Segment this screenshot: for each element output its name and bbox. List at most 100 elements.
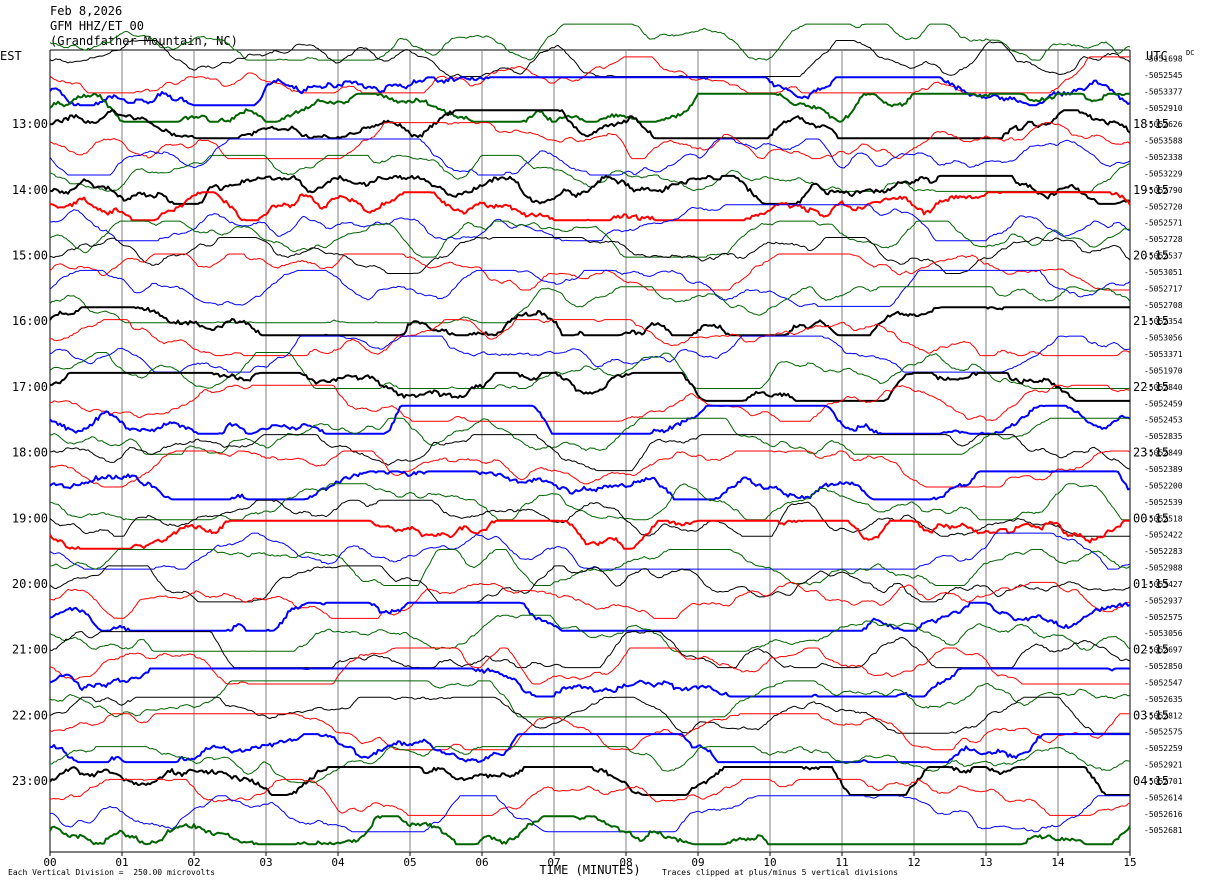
left-hour-label: 23:00 — [12, 774, 48, 788]
dc-offset-label: -5053056 — [1144, 629, 1183, 638]
dc-offset-label: -5052835 — [1144, 432, 1183, 441]
clip-note: Traces clipped at plus/minus 5 vertical … — [662, 868, 899, 877]
right-hour-label: 01:15 — [1133, 577, 1169, 591]
seismic-trace — [49, 306, 1130, 337]
left-hour-label: 21:00 — [12, 643, 48, 657]
seismic-trace — [49, 384, 1131, 422]
right-hour-label: 21:15 — [1133, 314, 1169, 328]
dc-offset-label: -5052518 — [1144, 514, 1183, 523]
left-hour-label: 18:00 — [12, 446, 48, 460]
dc-offset-label: -5052937 — [1144, 596, 1183, 605]
seismic-trace — [49, 191, 1131, 222]
seismic-trace — [49, 220, 1131, 258]
x-tick-label: 02 — [187, 856, 200, 869]
dc-offset-label: -5052708 — [1144, 301, 1183, 310]
right-hour-label: 23:15 — [1133, 446, 1169, 460]
seismic-trace — [49, 352, 1130, 389]
seismic-trace — [49, 713, 1130, 751]
seismic-trace — [49, 647, 1130, 685]
header-station: GFM HHZ/ET 00 — [50, 19, 144, 33]
dc-offset-label: -5052453 — [1144, 416, 1183, 425]
dc-offset-label: -5052545 — [1144, 71, 1183, 80]
right-hour-label: 03:15 — [1133, 708, 1169, 722]
x-tick-label: 11 — [835, 856, 848, 869]
right-hour-label: 02:15 — [1133, 643, 1169, 657]
dc-offset-label: -5052200 — [1144, 481, 1183, 490]
seismic-trace — [49, 499, 1130, 537]
dc-offset-label: -5053051 — [1144, 268, 1183, 277]
dc-offset-label: -5052422 — [1144, 531, 1183, 540]
seismic-trace — [49, 795, 1130, 833]
seismic-trace — [49, 434, 1131, 472]
seismic-trace — [49, 631, 1131, 669]
dc-offset-label: -5052537 — [1144, 252, 1183, 261]
dc-offset-label: -5052616 — [1144, 810, 1183, 819]
seismic-trace — [49, 335, 1131, 373]
dc-offset-label: -5053588 — [1144, 137, 1183, 146]
left-hour-label: 22:00 — [12, 708, 48, 722]
right-hour-label: 20:15 — [1133, 249, 1169, 263]
left-hour-label: 13:00 — [12, 117, 48, 131]
x-tick-label: 09 — [691, 856, 704, 869]
dc-offset-label: -5053056 — [1144, 334, 1183, 343]
right-axis-label: UTC — [1146, 49, 1168, 63]
dc-offset-label: -5053427 — [1144, 580, 1183, 589]
seismic-trace — [50, 204, 1131, 242]
seismic-trace — [49, 470, 1131, 501]
seismic-trace — [49, 56, 1130, 94]
left-hour-label: 19:00 — [12, 511, 48, 525]
seismic-trace — [49, 565, 1131, 603]
dc-offset-label: -5052681 — [1144, 826, 1183, 835]
left-hour-label: 15:00 — [12, 249, 48, 263]
dc-offset-label: -5052910 — [1144, 104, 1183, 113]
dc-offset-label: -5052728 — [1144, 235, 1183, 244]
dc-offset-label: -5052635 — [1144, 695, 1183, 704]
right-hour-label: 18:15 — [1133, 117, 1169, 131]
seismic-trace — [49, 23, 1131, 61]
seismic-trace — [49, 519, 1130, 550]
dc-offset-label: -5052988 — [1144, 564, 1183, 573]
right-hour-label: 00:15 — [1133, 511, 1169, 525]
seismic-trace — [49, 40, 1131, 77]
seismic-trace — [49, 778, 1131, 816]
seismic-trace — [49, 76, 1131, 107]
dc-offset-label: -5052571 — [1144, 219, 1183, 228]
seismic-trace — [49, 253, 1130, 291]
left-hour-label: 20:00 — [12, 577, 48, 591]
seismic-trace — [49, 138, 1131, 176]
seismic-trace — [49, 549, 1131, 586]
dc-offset-label: -5052701 — [1144, 777, 1183, 786]
dc-offset-label: -5052850 — [1144, 662, 1183, 671]
dc-offset-label: -5053229 — [1144, 169, 1183, 178]
seismic-trace — [50, 733, 1130, 764]
x-tick-label: 01 — [115, 856, 128, 869]
seismic-trace — [49, 154, 1131, 192]
seismic-trace — [49, 532, 1131, 570]
seismic-trace — [49, 680, 1131, 718]
dc-offset-label: -5052259 — [1144, 744, 1183, 753]
dc-offset-label: -5052575 — [1144, 728, 1183, 737]
seismic-trace — [49, 122, 1131, 160]
dc-offset-label: -5052547 — [1144, 678, 1183, 687]
seismic-trace — [49, 815, 1131, 846]
x-tick-label: 00 — [43, 856, 56, 869]
seismic-trace — [49, 319, 1131, 357]
dc-offset-label: -5053377 — [1144, 87, 1183, 96]
right-hour-label: 04:15 — [1133, 774, 1169, 788]
x-tick-label: 05 — [403, 856, 416, 869]
dc-offset-label: -5052354 — [1144, 317, 1183, 326]
seismic-trace — [50, 581, 1131, 619]
dc-offset-label: -5052921 — [1144, 761, 1183, 770]
seismic-traces — [49, 23, 1131, 846]
dc-offset-label: -5052626 — [1144, 120, 1183, 129]
seismic-trace — [49, 237, 1131, 274]
dc-offset-label: -5052459 — [1144, 399, 1183, 408]
x-tick-label: 06 — [475, 856, 488, 869]
dc-offset-label: -5052575 — [1144, 613, 1183, 622]
dc-offset-label: -5051698 — [1144, 55, 1183, 64]
axis-labels: 00 01 02 03 04 05 06 07 08 09 10 11 12 13 14 15 TIME (MI… — [0, 49, 1194, 877]
left-hour-label: 16:00 — [12, 314, 48, 328]
x-tick-label: 04 — [331, 856, 345, 869]
seismic-trace — [49, 696, 1130, 734]
dc-offset-label: -5051970 — [1144, 366, 1183, 375]
